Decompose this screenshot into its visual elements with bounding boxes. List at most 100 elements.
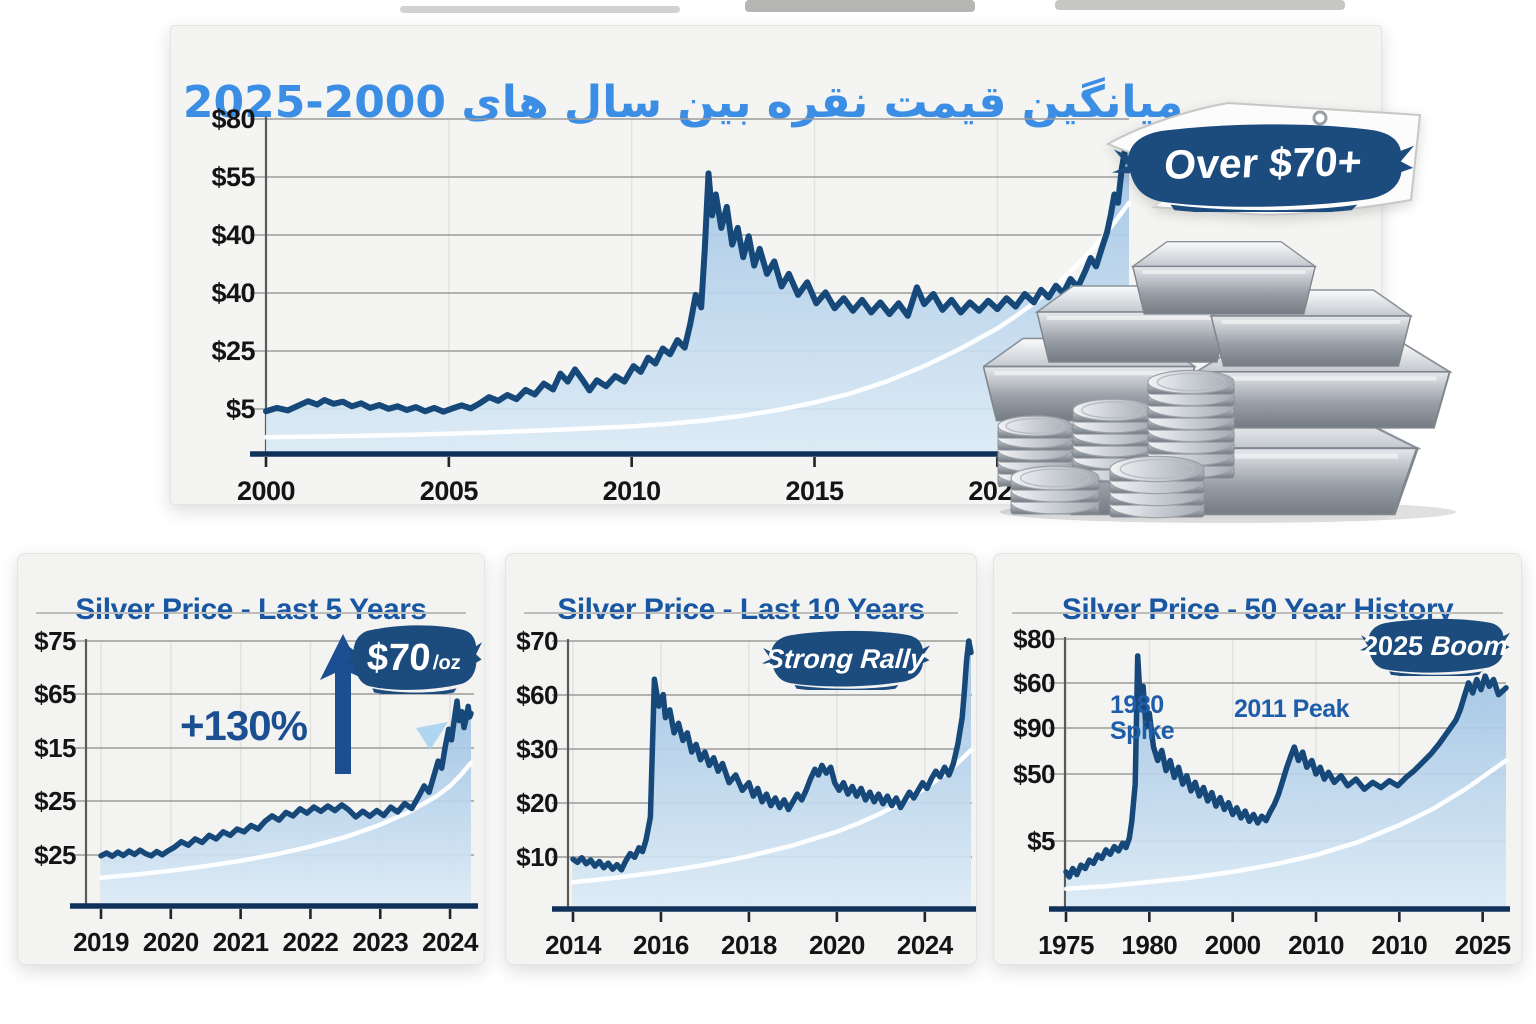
x-axis-label: 2019 bbox=[73, 927, 129, 957]
y-axis-label: $75 bbox=[34, 626, 76, 656]
artifact-smudge bbox=[745, 0, 975, 12]
x-axis-label: 2005 bbox=[420, 476, 479, 504]
y-axis-label: $70 bbox=[516, 626, 558, 656]
y-axis-label: $25 bbox=[34, 840, 76, 870]
x-axis-label: 2000 bbox=[237, 476, 295, 504]
up-arrow-icon bbox=[320, 634, 366, 774]
x-axis-label: 2020 bbox=[143, 927, 199, 957]
trend-line bbox=[1063, 758, 1509, 892]
annotation-line: Spike bbox=[1110, 717, 1175, 746]
x-axis-label: 2024 bbox=[897, 930, 954, 960]
x-axis-label: 2000 bbox=[1205, 930, 1261, 960]
trend-line bbox=[263, 200, 1132, 440]
flag-badge-text: Over $70+ bbox=[1162, 137, 1364, 188]
x-axis-label: 2014 bbox=[545, 930, 602, 960]
annotation-1980-spike: 1980 Spike bbox=[1110, 691, 1175, 746]
y-axis-label: $80 bbox=[1013, 624, 1055, 654]
badge-year: 2025 bbox=[1361, 630, 1424, 661]
coin-stack-icon bbox=[1010, 465, 1100, 515]
x-axis-label: 2015 bbox=[785, 476, 844, 504]
coin-stack-icon bbox=[1109, 455, 1205, 519]
price-line bbox=[1063, 653, 1509, 880]
x-axis-label: 2025 bbox=[1455, 930, 1511, 960]
y-axis-label: $55 bbox=[211, 162, 255, 192]
price-badge: $70 /oz bbox=[346, 622, 482, 694]
x-axis-label: 1975 bbox=[1038, 930, 1094, 960]
strong-rally-badge: Strong Rally bbox=[762, 628, 930, 690]
badge-word: Boom bbox=[1429, 630, 1509, 661]
five-year-card: Silver Price - Last 5 Years $75 $65 $15 $25… bbox=[17, 553, 485, 965]
divider bbox=[524, 612, 958, 614]
badge-price-value: $70 bbox=[365, 636, 433, 679]
badge-price-unit: /oz bbox=[432, 651, 462, 674]
x-axis-label: 2022 bbox=[283, 927, 339, 957]
silver-illustration-icon bbox=[983, 239, 1456, 523]
x-axis-label: 2020 bbox=[809, 930, 865, 960]
y-axis-label: $10 bbox=[516, 842, 558, 872]
x-axis-label: 2016 bbox=[633, 930, 689, 960]
y-axis-label: $90 bbox=[1013, 713, 1055, 743]
y-axis-label: $40 bbox=[211, 220, 255, 250]
ten-year-chart: $70 $60 $30 $20 $10 2014 2016 2018 2020 2024 bbox=[506, 554, 976, 964]
ten-year-card: Silver Price - Last 10 Years $70 $60 $30 $2… bbox=[505, 553, 977, 965]
price-line bbox=[98, 698, 474, 859]
y-axis-label: $25 bbox=[211, 336, 255, 366]
y-axis-label: $50 bbox=[1013, 759, 1055, 789]
artifact-smudge bbox=[1055, 0, 1345, 10]
price-line bbox=[263, 132, 1132, 415]
main-price-chart: $80 $55 $40 $40 $25 $5 2000 2005 2010 2015 2020 bbox=[171, 26, 1381, 506]
silver-ingot-icon bbox=[1130, 239, 1318, 316]
card-title: Silver Price - Last 10 Years bbox=[557, 592, 925, 626]
area-fill bbox=[573, 641, 971, 909]
pct-change-label: +130% bbox=[180, 702, 308, 749]
x-axis-label: 2010 bbox=[603, 476, 661, 504]
fifty-year-chart: $80 $60 $90 $50 $5 1975 1980 2000 2010 2010 2025 bbox=[1013, 624, 1511, 960]
price-line bbox=[570, 638, 974, 873]
ten-year-chart: $70 $60 $30 $20 $10 2014 2016 2018 2020 2024 bbox=[516, 626, 976, 960]
five-year-chart: $75 $65 $15 $25 $25 2019 2020 2021 2022 2023 2024 bbox=[34, 626, 479, 957]
divider bbox=[1012, 612, 1503, 614]
fifty-year-card: Silver Price - 50 Year History $80 $60 $90… bbox=[993, 553, 1522, 965]
flag-icon bbox=[1105, 101, 1422, 216]
x-axis-label: 2010 bbox=[1371, 930, 1427, 960]
boom-badge: 2025 Boom bbox=[1360, 616, 1510, 676]
x-axis-label: 1980 bbox=[1121, 930, 1177, 960]
y-axis-label: $5 bbox=[1027, 826, 1055, 856]
divider bbox=[36, 612, 466, 614]
fifty-year-chart: $80 $60 $90 $50 $5 1975 1980 2000 2010 2010 2025 bbox=[994, 554, 1521, 964]
trend-line bbox=[98, 760, 474, 880]
annotation-line: 1980 bbox=[1110, 691, 1164, 719]
y-axis-label: $15 bbox=[34, 733, 76, 763]
five-year-chart: $75 $65 $15 $25 $25 2019 2020 2021 2022 2023 2024 bbox=[18, 554, 484, 964]
coin-rim bbox=[1081, 401, 1145, 419]
coin-rim bbox=[1005, 417, 1065, 435]
y-axis-label: $60 bbox=[516, 680, 558, 710]
y-axis-label: $20 bbox=[516, 788, 558, 818]
grommet-icon bbox=[1312, 110, 1328, 126]
x-axis-label: 2023 bbox=[352, 927, 408, 957]
y-axis-label: $5 bbox=[226, 394, 256, 424]
area-fill bbox=[101, 701, 471, 906]
x-axis-label: 2021 bbox=[213, 927, 269, 957]
y-axis-label: $25 bbox=[34, 786, 76, 816]
area-fill bbox=[1066, 655, 1506, 909]
coin-rim bbox=[1156, 372, 1226, 392]
y-axis-label: $65 bbox=[34, 679, 76, 709]
x-axis-label: 2010 bbox=[1288, 930, 1344, 960]
highlight-chevron-icon bbox=[416, 722, 448, 750]
coin-face bbox=[1147, 369, 1235, 395]
coin-face bbox=[1010, 465, 1100, 491]
x-axis-label: 2024 bbox=[422, 927, 479, 957]
coin-rim bbox=[1019, 468, 1091, 488]
y-axis-label: $80 bbox=[211, 104, 255, 134]
silver-bars-coins-illustration bbox=[983, 236, 1465, 524]
area-fill bbox=[266, 135, 1129, 455]
artifact-smudge bbox=[400, 6, 680, 13]
over-70-flag-badge: Over $70+ bbox=[1096, 88, 1430, 240]
badge-text: Strong Rally bbox=[765, 643, 927, 674]
card-title: Silver Price - 50 Year History bbox=[1061, 592, 1454, 626]
y-axis-label: $40 bbox=[211, 278, 255, 308]
y-axis-label: $60 bbox=[1013, 668, 1055, 698]
